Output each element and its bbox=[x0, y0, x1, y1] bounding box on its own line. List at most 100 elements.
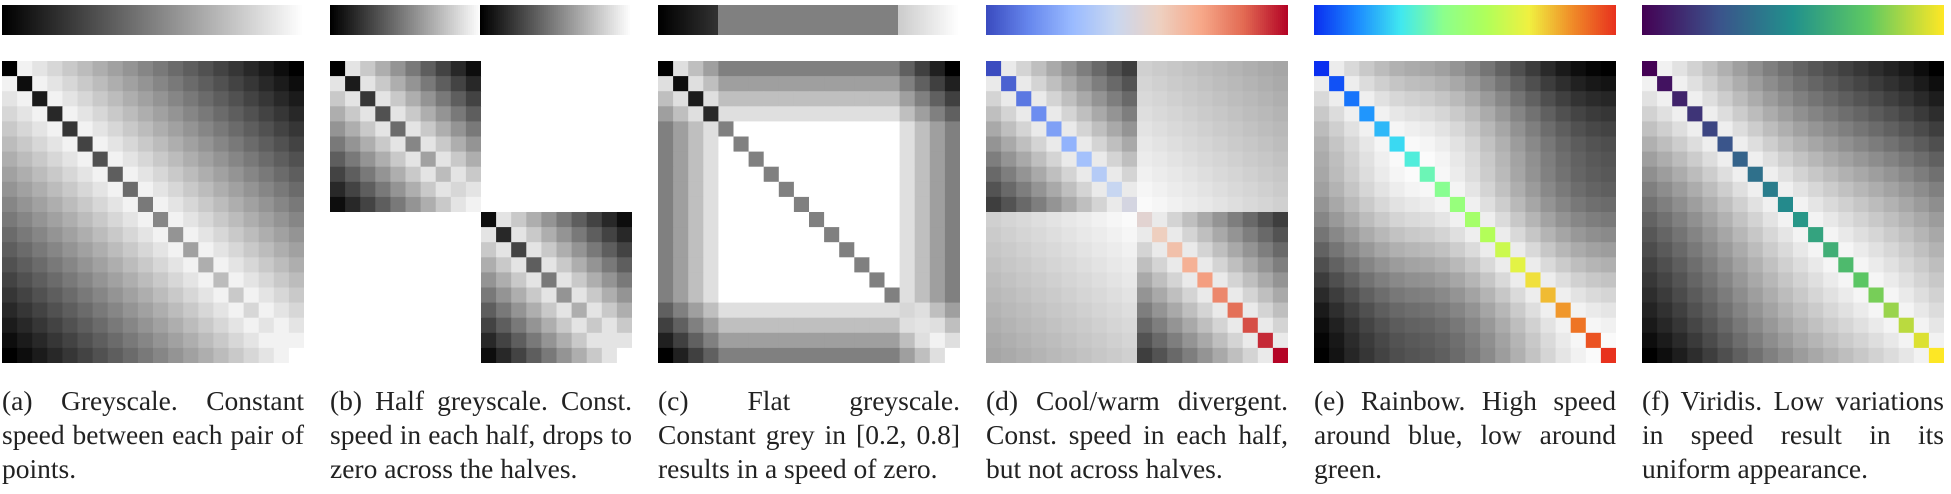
matrix-cell bbox=[748, 106, 765, 122]
diagonal-cell bbox=[1762, 181, 1779, 198]
matrix-cell bbox=[1449, 106, 1466, 122]
matrix-cell bbox=[1061, 347, 1077, 363]
colorbar-segment bbox=[680, 5, 683, 35]
diagonal-cell bbox=[1359, 106, 1375, 122]
colorbar-segment bbox=[482, 5, 485, 35]
matrix-cell bbox=[1344, 151, 1360, 168]
matrix-cell bbox=[1076, 242, 1093, 258]
matrix-cell bbox=[1046, 151, 1062, 168]
matrix-cell bbox=[1495, 61, 1511, 77]
colorbar-segment bbox=[890, 5, 893, 35]
matrix-cell bbox=[1480, 272, 1496, 288]
matrix-cell bbox=[17, 287, 33, 303]
matrix-cell bbox=[541, 302, 557, 319]
matrix-cell bbox=[405, 151, 421, 168]
matrix-cell bbox=[288, 227, 304, 243]
matrix-cell bbox=[1389, 181, 1405, 198]
matrix-cell bbox=[1600, 272, 1616, 288]
colorbar-segment bbox=[2, 5, 5, 35]
matrix-cell bbox=[1227, 136, 1244, 152]
matrix-cell bbox=[183, 332, 199, 349]
colorbar-segment bbox=[582, 5, 585, 35]
matrix-cell bbox=[1555, 242, 1572, 258]
matrix-cell bbox=[733, 196, 749, 213]
matrix-cell bbox=[1242, 136, 1259, 152]
colorbar-segment bbox=[250, 5, 253, 35]
matrix-cell bbox=[137, 121, 154, 137]
matrix-cell bbox=[824, 287, 840, 303]
matrix-cell bbox=[1672, 196, 1688, 213]
colorbar-segment bbox=[134, 5, 137, 35]
colorbar-segment bbox=[1314, 5, 1317, 35]
matrix-cell bbox=[1197, 196, 1213, 213]
matrix-cell bbox=[1672, 287, 1688, 303]
matrix-cell bbox=[481, 242, 497, 258]
matrix-cell bbox=[824, 242, 840, 258]
matrix-cell bbox=[243, 61, 260, 77]
matrix-cell bbox=[1717, 91, 1733, 107]
colorbar-segment bbox=[4, 5, 7, 35]
matrix-cell bbox=[77, 196, 93, 213]
colorbar-segment bbox=[536, 5, 539, 35]
matrix-cell bbox=[137, 181, 154, 198]
matrix-cell bbox=[763, 272, 780, 288]
colorbar-segment bbox=[1768, 5, 1771, 35]
matrix-cell bbox=[1808, 272, 1824, 288]
matrix-cell bbox=[481, 287, 497, 303]
colorbar-segment bbox=[426, 5, 429, 35]
matrix-cell bbox=[1657, 317, 1673, 334]
diagonal-cell bbox=[1121, 196, 1138, 213]
colorbar-segment bbox=[798, 5, 801, 35]
distance-matrix bbox=[658, 61, 960, 363]
matrix-cell bbox=[1031, 196, 1047, 213]
matrix-cell bbox=[1272, 196, 1288, 213]
caption-e: (e) Rainbow. High speed around blue, low… bbox=[1314, 385, 1616, 484]
colorbar-segment bbox=[1532, 5, 1535, 35]
colorbar-segment bbox=[548, 5, 551, 35]
matrix-cell bbox=[929, 347, 946, 363]
matrix-cell bbox=[1732, 347, 1749, 363]
colorbar-segment bbox=[212, 5, 215, 35]
matrix-cell bbox=[556, 317, 572, 334]
diagonal-cell bbox=[1510, 257, 1526, 273]
matrix-cell bbox=[1449, 151, 1466, 168]
matrix-cell bbox=[914, 196, 931, 213]
colorbar-segment bbox=[898, 5, 901, 35]
matrix-cell bbox=[1883, 196, 1900, 213]
matrix-cell bbox=[77, 166, 93, 183]
matrix-cell bbox=[809, 317, 825, 334]
matrix-cell bbox=[1046, 242, 1062, 258]
matrix-cell bbox=[763, 151, 780, 168]
colorbar-segment bbox=[1612, 5, 1615, 35]
matrix-cell bbox=[1823, 257, 1839, 273]
matrix-cell bbox=[556, 151, 572, 168]
diagonal-cell bbox=[1182, 257, 1198, 273]
colorbar-segment bbox=[1272, 5, 1275, 35]
matrix-cell bbox=[198, 106, 214, 122]
matrix-cell bbox=[1046, 76, 1062, 92]
colorbar-segment bbox=[848, 5, 851, 35]
colorbar-segment bbox=[418, 5, 421, 35]
matrix-cell bbox=[1434, 302, 1451, 319]
matrix-cell bbox=[1046, 287, 1062, 303]
matrix-cell bbox=[288, 151, 304, 168]
matrix-cell bbox=[1495, 181, 1511, 198]
matrix-cell bbox=[1272, 242, 1288, 258]
colorbar-segment bbox=[362, 5, 365, 35]
matrix-cell bbox=[914, 166, 931, 183]
diagonal-cell bbox=[122, 181, 139, 198]
matrix-cell bbox=[1061, 302, 1077, 319]
matrix-cell bbox=[1540, 227, 1556, 243]
matrix-cell bbox=[1480, 151, 1496, 168]
matrix-cell bbox=[273, 242, 290, 258]
matrix-cell bbox=[1823, 136, 1839, 152]
colorbar-segment bbox=[500, 5, 503, 35]
matrix-cell bbox=[1001, 136, 1017, 152]
matrix-cell bbox=[571, 347, 588, 363]
matrix-cell bbox=[511, 151, 527, 168]
matrix-cell bbox=[703, 91, 719, 107]
colorbar-segment bbox=[590, 5, 593, 35]
colorbar-segment bbox=[1178, 5, 1181, 35]
colorbar-segment bbox=[1468, 5, 1471, 35]
matrix-cell bbox=[1868, 181, 1884, 198]
